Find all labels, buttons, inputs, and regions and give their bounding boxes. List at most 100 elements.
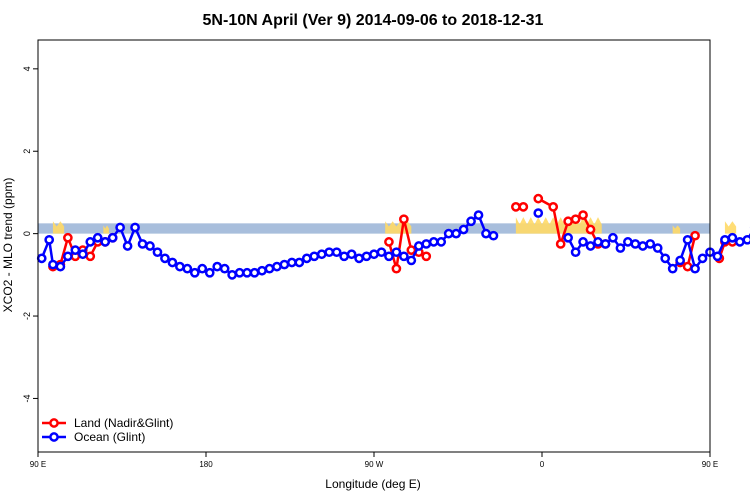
x-tick-label: 0	[540, 460, 545, 469]
data-point	[563, 232, 573, 243]
data-point	[593, 237, 603, 247]
series-ocean	[36, 208, 750, 280]
data-point	[369, 249, 379, 260]
data-point	[36, 253, 47, 264]
data-point	[100, 237, 111, 247]
data-point	[615, 243, 626, 253]
data-point	[533, 208, 544, 218]
y-tick-label: 4	[22, 66, 32, 71]
data-point	[182, 263, 193, 274]
data-point	[548, 202, 559, 212]
data-point	[712, 251, 723, 262]
legend: Land (Nadir&Glint)Ocean (Glint)	[42, 416, 173, 444]
chart-title: 5N-10N April (Ver 9) 2014-09-06 to 2018-…	[203, 12, 544, 29]
data-point	[720, 234, 730, 245]
x-tick-label: 90 W	[365, 460, 384, 469]
data-point	[339, 251, 349, 262]
land-mask-patch	[672, 225, 681, 234]
data-point	[451, 228, 461, 239]
data-point	[533, 193, 544, 204]
legend-marker	[49, 432, 59, 442]
data-point	[92, 232, 103, 243]
data-point	[742, 234, 750, 245]
data-point	[690, 230, 700, 241]
data-point	[421, 251, 432, 262]
land-mask-patch	[515, 217, 602, 234]
data-point	[660, 253, 671, 264]
legend-label: Ocean (Glint)	[74, 430, 145, 444]
data-point	[488, 230, 499, 241]
y-tick-label: 0	[22, 231, 32, 236]
data-point	[227, 269, 237, 280]
data-point	[48, 259, 58, 270]
data-point	[204, 267, 215, 278]
data-point	[70, 245, 81, 255]
data-point	[466, 216, 476, 227]
data-point	[175, 261, 185, 272]
land-mask-patch	[52, 221, 65, 234]
data-point	[212, 261, 223, 272]
data-point	[160, 253, 170, 264]
series-layer	[36, 193, 750, 280]
data-point	[249, 267, 260, 278]
data-point	[63, 232, 73, 243]
data-point	[122, 241, 133, 251]
data-point	[608, 232, 618, 243]
legend-label: Land (Nadir&Glint)	[74, 416, 173, 430]
data-point	[623, 237, 633, 247]
data-point	[421, 239, 432, 249]
data-point	[361, 251, 372, 262]
land-mask-patch	[103, 225, 109, 234]
data-point	[735, 237, 745, 247]
data-point	[137, 239, 148, 249]
data-point	[570, 214, 581, 225]
data-point	[145, 241, 155, 251]
data-point	[287, 257, 297, 268]
y-tick-label: 2	[22, 149, 32, 154]
data-point	[219, 263, 230, 274]
data-point	[675, 255, 685, 266]
data-point	[152, 247, 163, 258]
data-point	[585, 224, 596, 235]
data-point	[44, 234, 55, 245]
data-point	[63, 251, 73, 262]
x-axis-label: Longitude (deg E)	[325, 477, 420, 491]
data-point	[667, 263, 678, 274]
legend-marker	[49, 418, 59, 428]
y-tick-label: -4	[22, 394, 32, 402]
x-tick-label: 180	[199, 460, 213, 469]
data-point	[436, 237, 447, 247]
data-point	[391, 247, 402, 258]
x-tick-label: 90 E	[702, 460, 718, 469]
land-mask-shading	[52, 217, 737, 234]
data-point	[167, 257, 178, 268]
land-mask-patch	[724, 221, 737, 234]
data-point	[384, 237, 394, 247]
data-point	[354, 253, 364, 264]
data-point	[511, 202, 521, 212]
data-point	[578, 237, 588, 247]
data-point	[570, 247, 581, 258]
data-point	[428, 237, 439, 247]
zero-reference-band	[38, 223, 710, 234]
data-point	[443, 228, 454, 239]
data-point	[324, 247, 335, 258]
data-point	[682, 261, 693, 272]
data-point	[279, 259, 290, 270]
data-point	[697, 253, 708, 264]
data-point	[630, 239, 641, 249]
data-point	[458, 224, 469, 235]
y-axis-label: XCO2 - MLO trend (ppm)	[1, 178, 15, 313]
data-point	[294, 257, 305, 268]
data-point	[682, 234, 693, 245]
data-point	[309, 251, 320, 262]
x-axis: 90 E 180 90 W 0 90 E	[30, 452, 718, 469]
plot-area	[36, 39, 750, 453]
y-tick-label: -2	[22, 312, 32, 320]
data-point	[376, 247, 387, 258]
data-point	[331, 247, 342, 258]
data-point	[242, 267, 252, 278]
data-point	[518, 202, 529, 212]
data-point	[301, 253, 312, 264]
